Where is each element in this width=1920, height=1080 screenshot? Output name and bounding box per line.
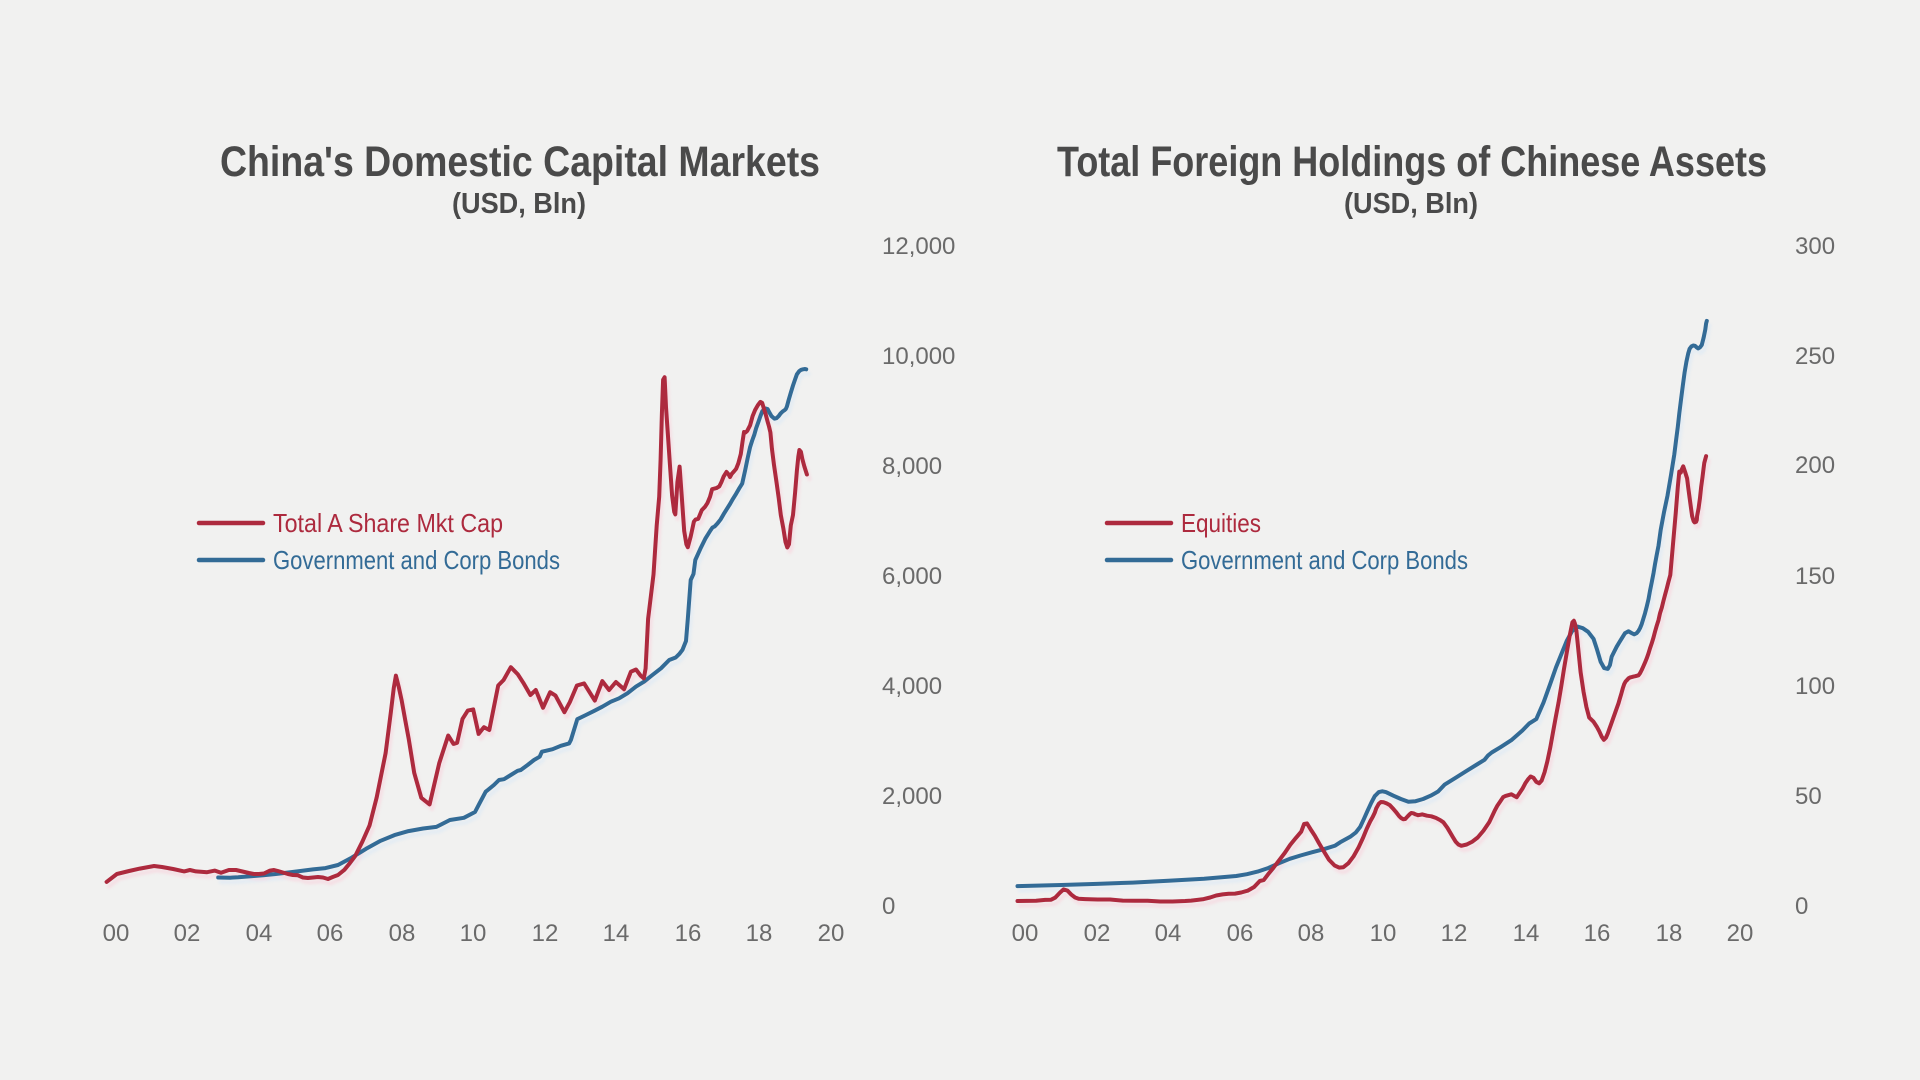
- svg-text:0: 0: [1795, 893, 1808, 920]
- svg-text:14: 14: [603, 920, 630, 947]
- svg-text:Total A Share Mkt Cap: Total A Share Mkt Cap: [273, 508, 503, 538]
- svg-text:100: 100: [1795, 673, 1835, 700]
- svg-text:12: 12: [532, 920, 559, 947]
- svg-text:18: 18: [746, 920, 773, 947]
- svg-text:Government and Corp Bonds: Government and Corp Bonds: [1181, 545, 1468, 575]
- svg-text:200: 200: [1795, 452, 1835, 479]
- svg-text:14: 14: [1513, 920, 1540, 947]
- svg-text:00: 00: [1012, 920, 1039, 947]
- svg-text:20: 20: [1727, 920, 1754, 947]
- svg-text:Government and Corp Bonds: Government and Corp Bonds: [273, 545, 560, 575]
- svg-text:02: 02: [174, 920, 201, 947]
- svg-text:02: 02: [1084, 920, 1111, 947]
- svg-text:04: 04: [1155, 920, 1182, 947]
- svg-text:8,000: 8,000: [882, 453, 942, 480]
- svg-text:18: 18: [1656, 920, 1683, 947]
- svg-text:(USD, Bln): (USD, Bln): [452, 188, 586, 220]
- svg-text:4,000: 4,000: [882, 673, 942, 700]
- svg-text:16: 16: [1584, 920, 1611, 947]
- svg-text:08: 08: [1298, 920, 1325, 947]
- svg-text:06: 06: [317, 920, 344, 947]
- svg-text:16: 16: [675, 920, 702, 947]
- svg-text:04: 04: [246, 920, 273, 947]
- svg-text:12: 12: [1441, 920, 1468, 947]
- svg-text:China's Domestic Capital Marke: China's Domestic Capital Markets: [220, 138, 820, 186]
- svg-text:06: 06: [1227, 920, 1254, 947]
- svg-text:250: 250: [1795, 343, 1835, 370]
- svg-text:10: 10: [460, 920, 487, 947]
- svg-text:Equities: Equities: [1181, 508, 1261, 538]
- svg-text:300: 300: [1795, 233, 1835, 260]
- svg-text:2,000: 2,000: [882, 783, 942, 810]
- svg-text:0: 0: [882, 893, 895, 920]
- svg-text:(USD, Bln): (USD, Bln): [1344, 188, 1478, 220]
- svg-text:Total Foreign Holdings of Chin: Total Foreign Holdings of Chinese Assets: [1057, 138, 1767, 186]
- svg-text:50: 50: [1795, 783, 1822, 810]
- svg-text:6,000: 6,000: [882, 563, 942, 590]
- svg-text:150: 150: [1795, 563, 1835, 590]
- svg-text:08: 08: [389, 920, 416, 947]
- svg-text:12,000: 12,000: [882, 233, 955, 260]
- svg-text:10,000: 10,000: [882, 343, 955, 370]
- svg-text:00: 00: [103, 920, 130, 947]
- svg-text:20: 20: [818, 920, 845, 947]
- svg-text:10: 10: [1370, 920, 1397, 947]
